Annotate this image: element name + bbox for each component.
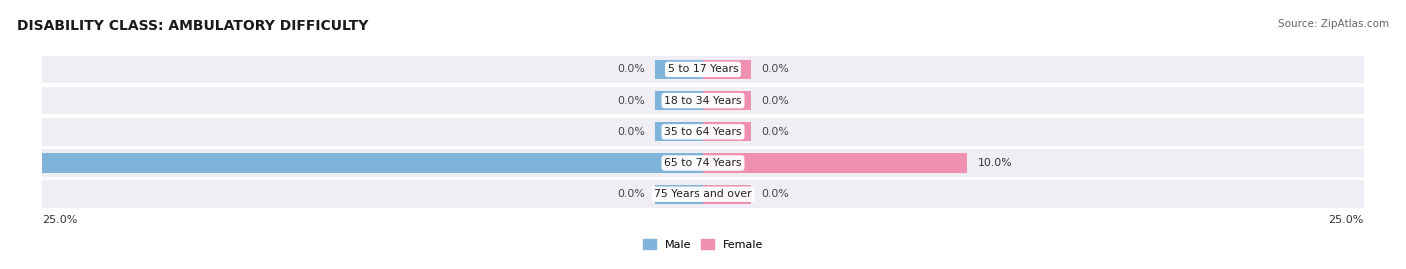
- Bar: [703, 91, 751, 110]
- Bar: [42, 56, 1364, 83]
- Text: 18 to 34 Years: 18 to 34 Years: [664, 95, 742, 106]
- Text: 25.0%: 25.0%: [0, 158, 31, 168]
- Bar: [42, 180, 1364, 208]
- Text: 75 Years and over: 75 Years and over: [654, 189, 752, 199]
- Text: 25.0%: 25.0%: [1329, 214, 1364, 225]
- Text: 0.0%: 0.0%: [761, 189, 789, 199]
- Text: 0.0%: 0.0%: [617, 95, 645, 106]
- Text: 0.0%: 0.0%: [617, 127, 645, 137]
- Text: 5 to 17 Years: 5 to 17 Years: [668, 64, 738, 75]
- Bar: [703, 153, 967, 173]
- Text: DISABILITY CLASS: AMBULATORY DIFFICULTY: DISABILITY CLASS: AMBULATORY DIFFICULTY: [17, 19, 368, 33]
- Text: 0.0%: 0.0%: [617, 189, 645, 199]
- Bar: [655, 185, 703, 204]
- Text: 0.0%: 0.0%: [761, 95, 789, 106]
- Text: 35 to 64 Years: 35 to 64 Years: [664, 127, 742, 137]
- Bar: [655, 122, 703, 141]
- Text: 65 to 74 Years: 65 to 74 Years: [664, 158, 742, 168]
- Text: Source: ZipAtlas.com: Source: ZipAtlas.com: [1278, 19, 1389, 29]
- Bar: [655, 91, 703, 110]
- Text: 0.0%: 0.0%: [761, 64, 789, 75]
- Bar: [42, 153, 703, 173]
- Bar: [703, 122, 751, 141]
- Bar: [42, 87, 1364, 114]
- Bar: [703, 185, 751, 204]
- Bar: [703, 60, 751, 79]
- Text: 10.0%: 10.0%: [979, 158, 1012, 168]
- Legend: Male, Female: Male, Female: [638, 235, 768, 254]
- Text: 25.0%: 25.0%: [42, 214, 77, 225]
- Bar: [42, 118, 1364, 146]
- Bar: [42, 149, 1364, 177]
- Bar: [655, 60, 703, 79]
- Text: 0.0%: 0.0%: [761, 127, 789, 137]
- Text: 0.0%: 0.0%: [617, 64, 645, 75]
